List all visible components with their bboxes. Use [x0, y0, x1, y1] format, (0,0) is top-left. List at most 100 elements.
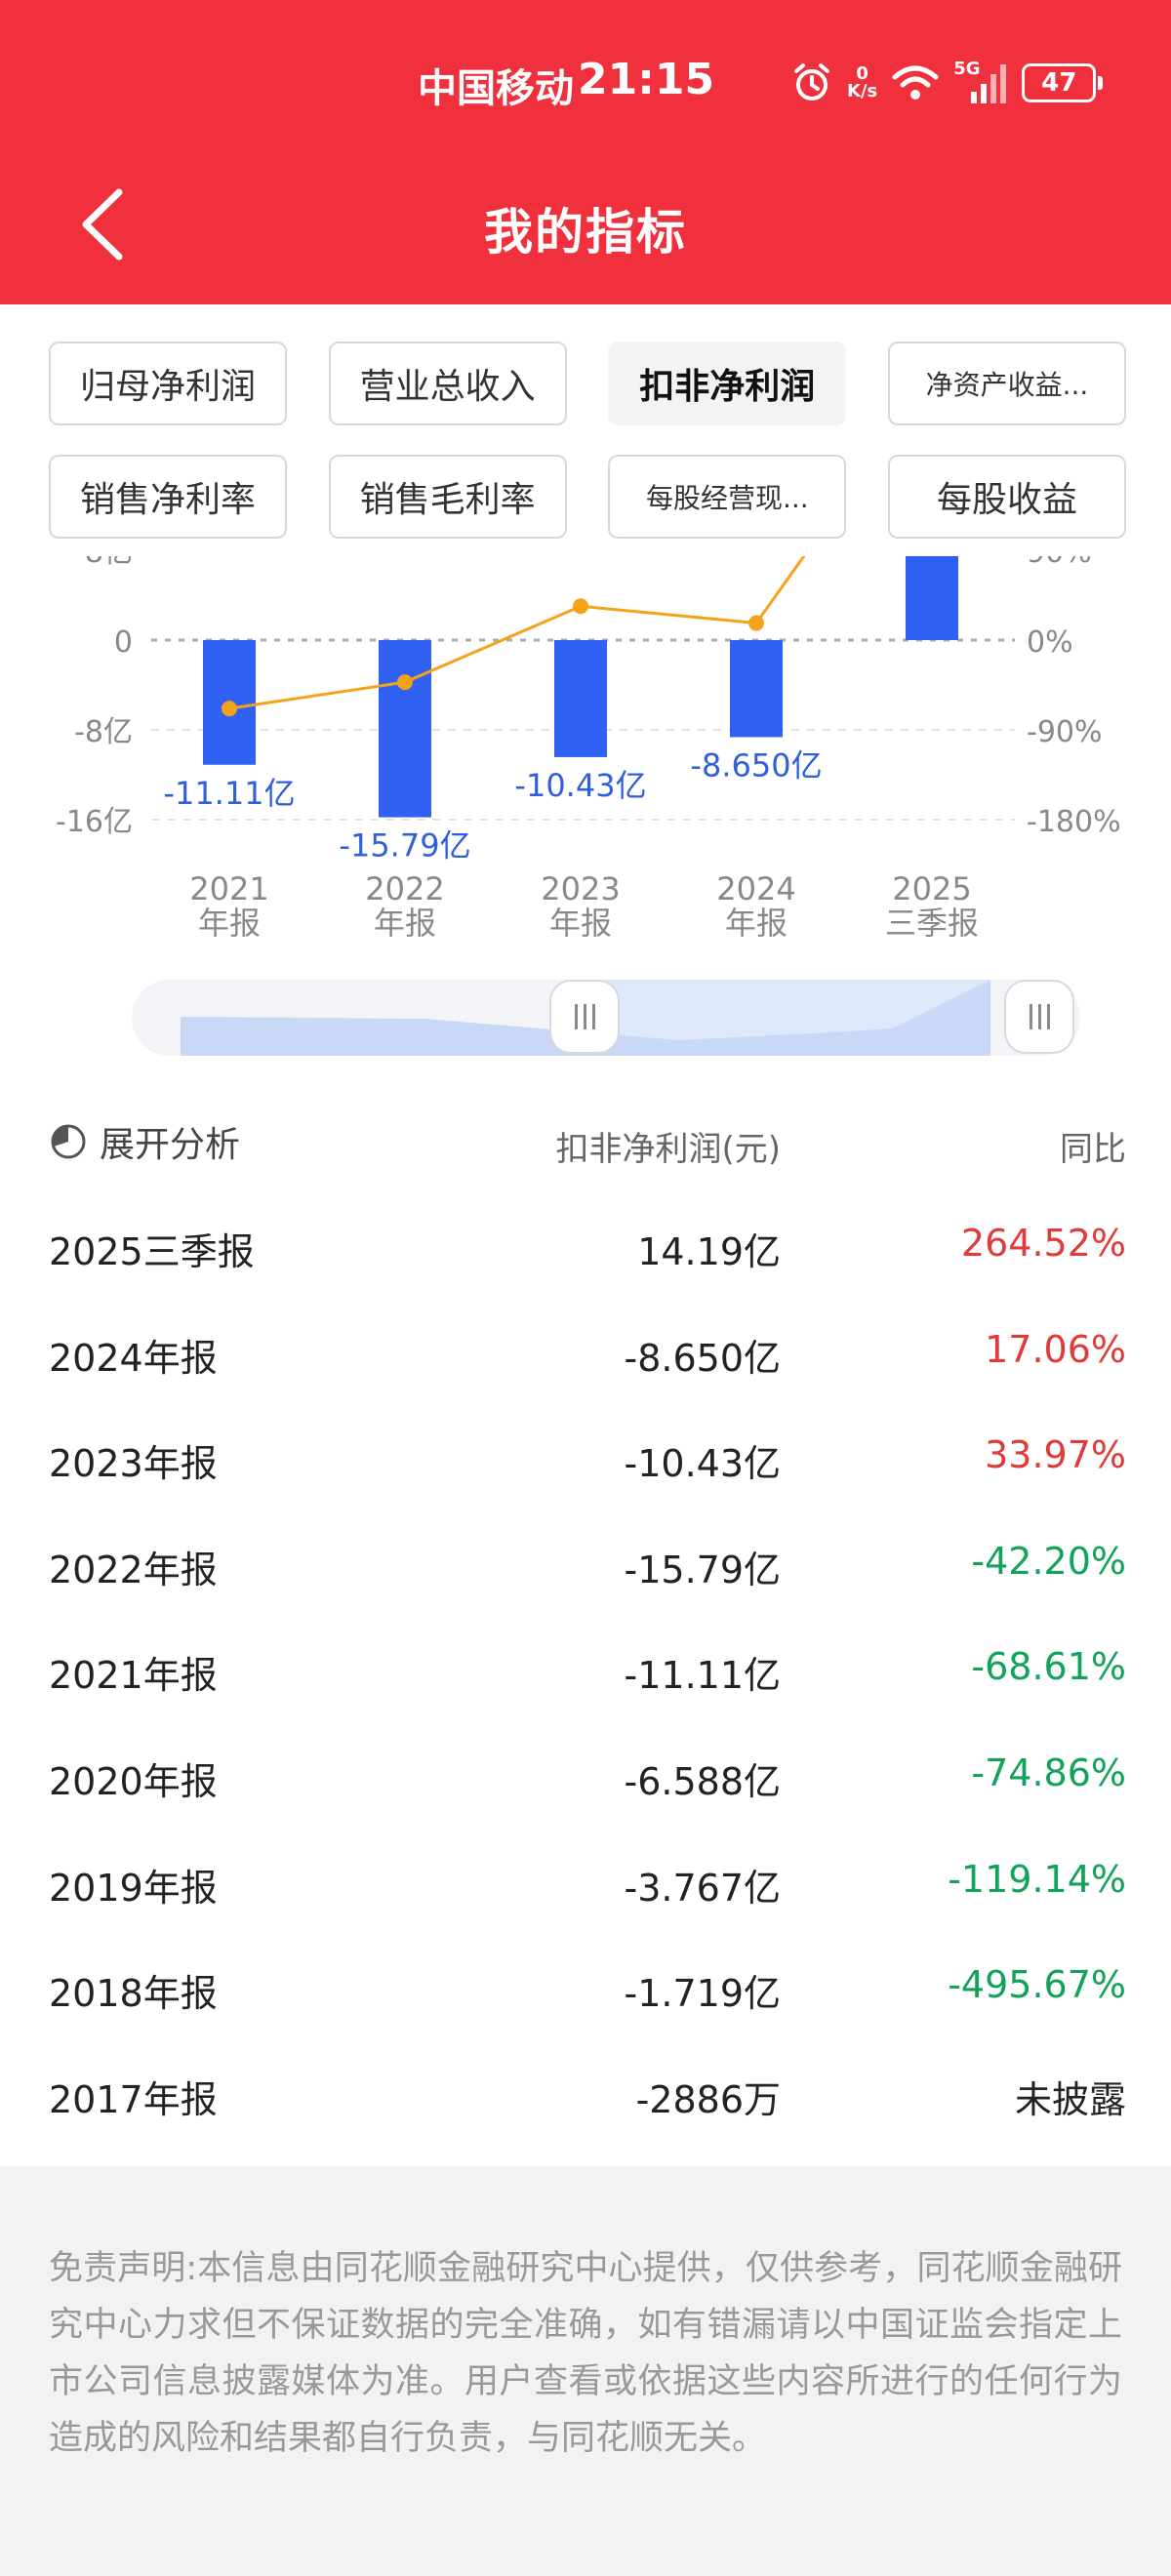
battery-icon: 47: [1022, 63, 1097, 102]
yoy-point: [222, 701, 237, 717]
net-speed-unit: K/s: [847, 81, 878, 101]
tab-operating-cash-per-share[interactable]: 每股经营现...: [608, 455, 847, 539]
net-speed: 0 K/s: [847, 65, 877, 101]
x-tick-label-type: 年报: [374, 905, 436, 942]
signal-icon: 5G: [953, 59, 1008, 103]
x-tick-label-year: 2025: [892, 870, 971, 907]
chevron-left-icon: [82, 188, 123, 261]
row-value: 14.19亿: [637, 1230, 781, 1273]
row-period: 2023年报: [49, 1442, 218, 1486]
tab-net-margin[interactable]: 销售净利率: [49, 455, 287, 539]
yoy-point: [397, 674, 413, 691]
row-period: 2018年报: [49, 1972, 218, 2016]
bar: [906, 556, 958, 640]
row-yoy: 未披露: [1014, 2077, 1126, 2121]
bar-value-label: -10.43亿: [514, 767, 646, 804]
expand-analysis-button[interactable]: 展开分析: [49, 1116, 240, 1167]
back-button[interactable]: [68, 181, 137, 268]
row-period: 2019年报: [49, 1866, 218, 1910]
row-value: -10.43亿: [624, 1442, 782, 1486]
chart-svg: 8亿 0 -8亿 -16亿 90% 0% -90% -180% -11.11亿 -15.79亿 -1…: [56, 556, 1121, 942]
x-tick-label-type: 年报: [549, 905, 612, 942]
bar-value-label: -8.650亿: [690, 746, 822, 784]
slider-left-handle[interactable]: [549, 980, 620, 1054]
tab-roe[interactable]: 净资产收益...: [887, 342, 1126, 425]
profit-chart[interactable]: 8亿 0 -8亿 -16亿 90% 0% -90% -180% -11.11亿 -15.79亿 -1…: [0, 556, 1171, 956]
row-period: 2017年报: [49, 2077, 218, 2121]
tab-parent-net-profit[interactable]: 归母净利润: [49, 342, 287, 425]
table-row[interactable]: 2024年报 -8.650亿 17.06%: [49, 1312, 1126, 1419]
row-yoy: -68.61%: [971, 1645, 1126, 1689]
table-row[interactable]: 2017年报 -2886万 未披露: [49, 2054, 1126, 2160]
row-period: 2020年报: [49, 1759, 218, 1803]
row-yoy: 33.97%: [985, 1433, 1126, 1477]
table-row[interactable]: 2023年报 -10.43亿 33.97%: [49, 1418, 1126, 1524]
bar-value-label: -11.11亿: [163, 775, 295, 812]
slider-right-handle[interactable]: [1004, 980, 1074, 1054]
column-header-value: 扣非净利润(元): [555, 1130, 781, 1169]
tab-gross-margin[interactable]: 销售毛利率: [328, 455, 567, 539]
y-right-tick-label: 90%: [1027, 556, 1092, 570]
carrier-name: 中国移动: [418, 66, 574, 111]
row-value: -2886万: [635, 2077, 781, 2121]
status-icons: 0 K/s 5G 47: [790, 59, 1104, 107]
row-value: -15.79亿: [624, 1548, 782, 1591]
bar: [379, 640, 431, 818]
table-row[interactable]: 2018年报 -1.719亿 -495.67%: [49, 1948, 1126, 2054]
indicator-tabs-row-1: 归母净利润 营业总收入 扣非净利润 净资产收益...: [49, 342, 1126, 425]
wifi-icon: [892, 65, 939, 100]
y-right-tick-label: 0%: [1027, 625, 1073, 660]
slider-preview-area: [181, 980, 990, 1056]
battery-level: 47: [1041, 68, 1077, 98]
disclaimer-section: 免责声明:本信息由同花顺金融研究中心提供，仅供参考，同花顺金融研究中心力求但不保…: [0, 2166, 1171, 2576]
y-right-tick-label: -90%: [1027, 715, 1103, 749]
row-period: 2021年报: [49, 1654, 218, 1698]
clock: 21:15: [578, 55, 715, 104]
column-header-yoy: 同比: [1060, 1130, 1126, 1169]
x-tick-label-year: 2021: [189, 870, 268, 907]
table-row[interactable]: 2021年报 -11.11亿 -68.61%: [49, 1630, 1126, 1736]
y-left-tick-label: 0: [114, 625, 133, 660]
row-value: -6.588亿: [624, 1759, 782, 1803]
page-title: 我的指标: [484, 204, 687, 261]
disclaimer-text: 免责声明:本信息由同花顺金融研究中心提供，仅供参考，同花顺金融研究中心力求但不保…: [49, 2249, 1122, 2458]
row-yoy: -495.67%: [948, 1963, 1126, 2007]
table-row[interactable]: 2022年报 -15.79亿 -42.20%: [49, 1524, 1126, 1630]
row-value: -8.650亿: [624, 1336, 782, 1380]
row-value: -1.719亿: [624, 1972, 782, 2016]
x-tick-label-type: 三季报: [885, 905, 979, 942]
alarm-icon: [794, 63, 829, 101]
y-left-tick-label: 8亿: [85, 556, 133, 570]
app-header: 中国移动 21:15 0 K/s 5G: [0, 0, 1171, 304]
expand-analysis-label: 展开分析: [100, 1125, 241, 1165]
row-value: -3.767亿: [624, 1866, 782, 1910]
x-tick-label-type: 年报: [725, 905, 787, 942]
yoy-point: [748, 615, 764, 631]
row-yoy: -119.14%: [948, 1857, 1126, 1901]
row-yoy: 17.06%: [985, 1327, 1126, 1371]
table-row[interactable]: 2020年报 -6.588亿 -74.86%: [49, 1736, 1126, 1842]
tab-deducted-net-profit[interactable]: 扣非净利润: [608, 342, 847, 425]
tab-total-revenue[interactable]: 营业总收入: [328, 342, 567, 425]
x-tick-label-year: 2022: [365, 870, 444, 907]
indicator-tabs-row-2: 销售净利率 销售毛利率 每股经营现... 每股收益: [49, 455, 1126, 539]
tab-eps[interactable]: 每股收益: [887, 455, 1126, 539]
bar-value-label: -15.79亿: [339, 827, 470, 865]
row-yoy: 264.52%: [960, 1222, 1126, 1265]
row-yoy: -74.86%: [971, 1751, 1126, 1794]
x-tick-label-year: 2023: [541, 870, 620, 907]
yoy-point: [573, 598, 588, 615]
bar: [554, 640, 607, 757]
row-period: 2025三季报: [49, 1230, 255, 1273]
table-header: 展开分析 扣非净利润(元) 同比: [49, 1116, 1126, 1175]
row-period: 2024年报: [49, 1336, 218, 1380]
x-tick-label-year: 2024: [716, 870, 795, 907]
range-slider[interactable]: [132, 980, 1080, 1056]
network-type: 5G: [953, 59, 981, 79]
bar: [730, 640, 783, 738]
table-row[interactable]: 2019年报 -3.767亿 -119.14%: [49, 1842, 1126, 1949]
net-speed-value: 0: [856, 63, 868, 84]
row-value: -11.11亿: [624, 1654, 782, 1698]
row-yoy: -42.20%: [971, 1539, 1126, 1583]
table-row[interactable]: 2025三季报 14.19亿 264.52%: [49, 1206, 1126, 1312]
